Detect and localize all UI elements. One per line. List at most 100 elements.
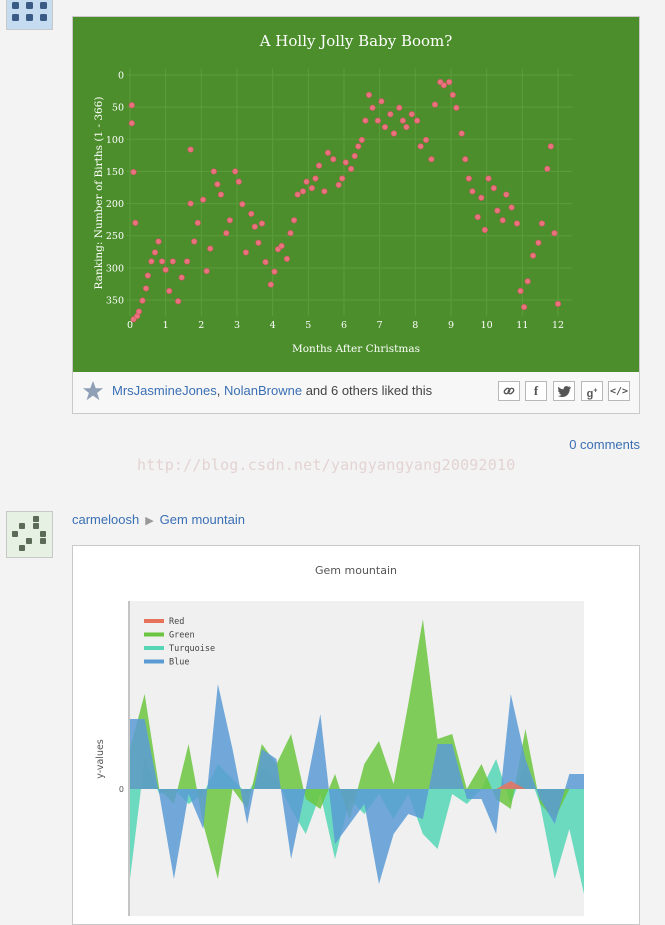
data-point (148, 258, 155, 265)
post-title-link[interactable]: Gem mountain (159, 512, 245, 527)
data-point (369, 104, 376, 111)
data-point (267, 281, 274, 288)
data-point (378, 98, 385, 105)
area-chart-card[interactable]: Gem mountain y-values 0 Red Green Turquois… (72, 545, 640, 925)
data-point (308, 185, 315, 192)
data-point (414, 117, 421, 124)
series-area-blue (130, 684, 584, 884)
data-point (255, 239, 262, 246)
data-point (162, 266, 169, 273)
data-point (142, 285, 150, 292)
data-point (207, 245, 214, 252)
data-point (128, 120, 135, 127)
data-point (508, 204, 515, 211)
data-point (210, 168, 217, 175)
data-point (458, 130, 465, 137)
data-point (547, 143, 554, 150)
data-point (294, 191, 301, 198)
data-point (535, 239, 542, 246)
data-point (465, 175, 472, 182)
x-axis-label: Months After Christmas (292, 343, 420, 355)
facebook-icon: f (533, 383, 539, 398)
data-point (135, 308, 143, 315)
x-tick-label: 3 (234, 320, 240, 331)
data-point (239, 201, 246, 208)
data-point (335, 181, 342, 189)
data-point (169, 258, 176, 265)
data-point (399, 117, 406, 124)
liker-link[interactable]: MrsJasmineJones (112, 383, 217, 398)
data-point (449, 91, 456, 99)
google-plus-button[interactable]: g+ (581, 381, 603, 401)
data-point (232, 168, 239, 175)
data-point (283, 255, 291, 262)
star-icon[interactable] (82, 380, 104, 402)
data-point (330, 156, 337, 163)
y-tick-label: 350 (106, 296, 124, 307)
twitter-button[interactable] (553, 381, 575, 401)
data-point (513, 220, 521, 227)
legend-label: Red (169, 617, 184, 627)
data-point (538, 220, 546, 227)
data-point (130, 168, 137, 176)
area-chart: Gem mountain y-values 0 Red Green Turquois… (95, 564, 584, 916)
comments-link[interactable]: 0 comments (569, 437, 640, 452)
x-tick-label: 2 (198, 320, 204, 331)
data-point (251, 223, 258, 230)
likes-text: MrsJasmineJones, NolanBrowne and 6 other… (112, 383, 432, 398)
data-point (144, 272, 151, 279)
data-point (132, 219, 139, 226)
likes-separator: , (216, 383, 221, 398)
avatar[interactable] (6, 511, 53, 558)
data-point (365, 91, 373, 99)
data-point (175, 298, 182, 305)
data-point (262, 258, 269, 266)
legend-label: Green (169, 631, 195, 641)
data-point (381, 123, 389, 131)
identicon-icon (12, 2, 47, 21)
liker-link[interactable]: NolanBrowne (224, 383, 303, 398)
x-tick-label: 10 (481, 320, 493, 331)
x-tick-label: 8 (412, 320, 418, 331)
chart-title: Gem mountain (315, 564, 397, 577)
scatter-chart-card[interactable]: A Holly Jolly Baby Boom? 0 1 2 3 4 5 6 7 8 9 10 11 1… (72, 16, 640, 373)
data-point (348, 165, 355, 172)
data-point (374, 117, 381, 124)
data-point (478, 194, 485, 201)
y-tick-label: 250 (106, 231, 124, 242)
author-link[interactable]: carmeloosh (72, 512, 140, 527)
embed-icon: </> (609, 386, 629, 397)
data-point (529, 252, 537, 259)
watermark: http://blog.csdn.net/yangyangyang2009201… (137, 456, 516, 474)
data-point (178, 274, 185, 281)
data-point (503, 191, 510, 198)
data-point (223, 230, 230, 237)
data-point (396, 104, 403, 111)
y-tick-label: 150 (106, 167, 124, 178)
y-axis-label: y-values (95, 739, 106, 779)
data-point (524, 278, 531, 285)
x-tick-label: 6 (341, 320, 347, 331)
embed-button[interactable]: </> (608, 381, 630, 401)
scatter-chart: A Holly Jolly Baby Boom? 0 1 2 3 4 5 6 7 8 9 10 11 1… (93, 32, 573, 355)
data-point (551, 230, 558, 237)
data-point (544, 165, 551, 172)
data-point (128, 102, 135, 109)
data-point (499, 217, 506, 224)
x-tick-label: 4 (270, 320, 276, 331)
link-icon (503, 387, 515, 395)
data-point (440, 82, 447, 89)
data-point (387, 111, 394, 118)
link-button[interactable] (498, 381, 520, 401)
avatar[interactable] (6, 0, 53, 30)
data-point (403, 123, 410, 131)
data-point (278, 242, 285, 250)
data-point (358, 136, 365, 144)
data-point (139, 297, 146, 304)
data-point (312, 175, 319, 182)
data-point (428, 156, 435, 163)
data-point (422, 136, 430, 144)
facebook-button[interactable]: f (525, 381, 547, 401)
data-point (248, 210, 255, 217)
data-point (226, 217, 233, 224)
